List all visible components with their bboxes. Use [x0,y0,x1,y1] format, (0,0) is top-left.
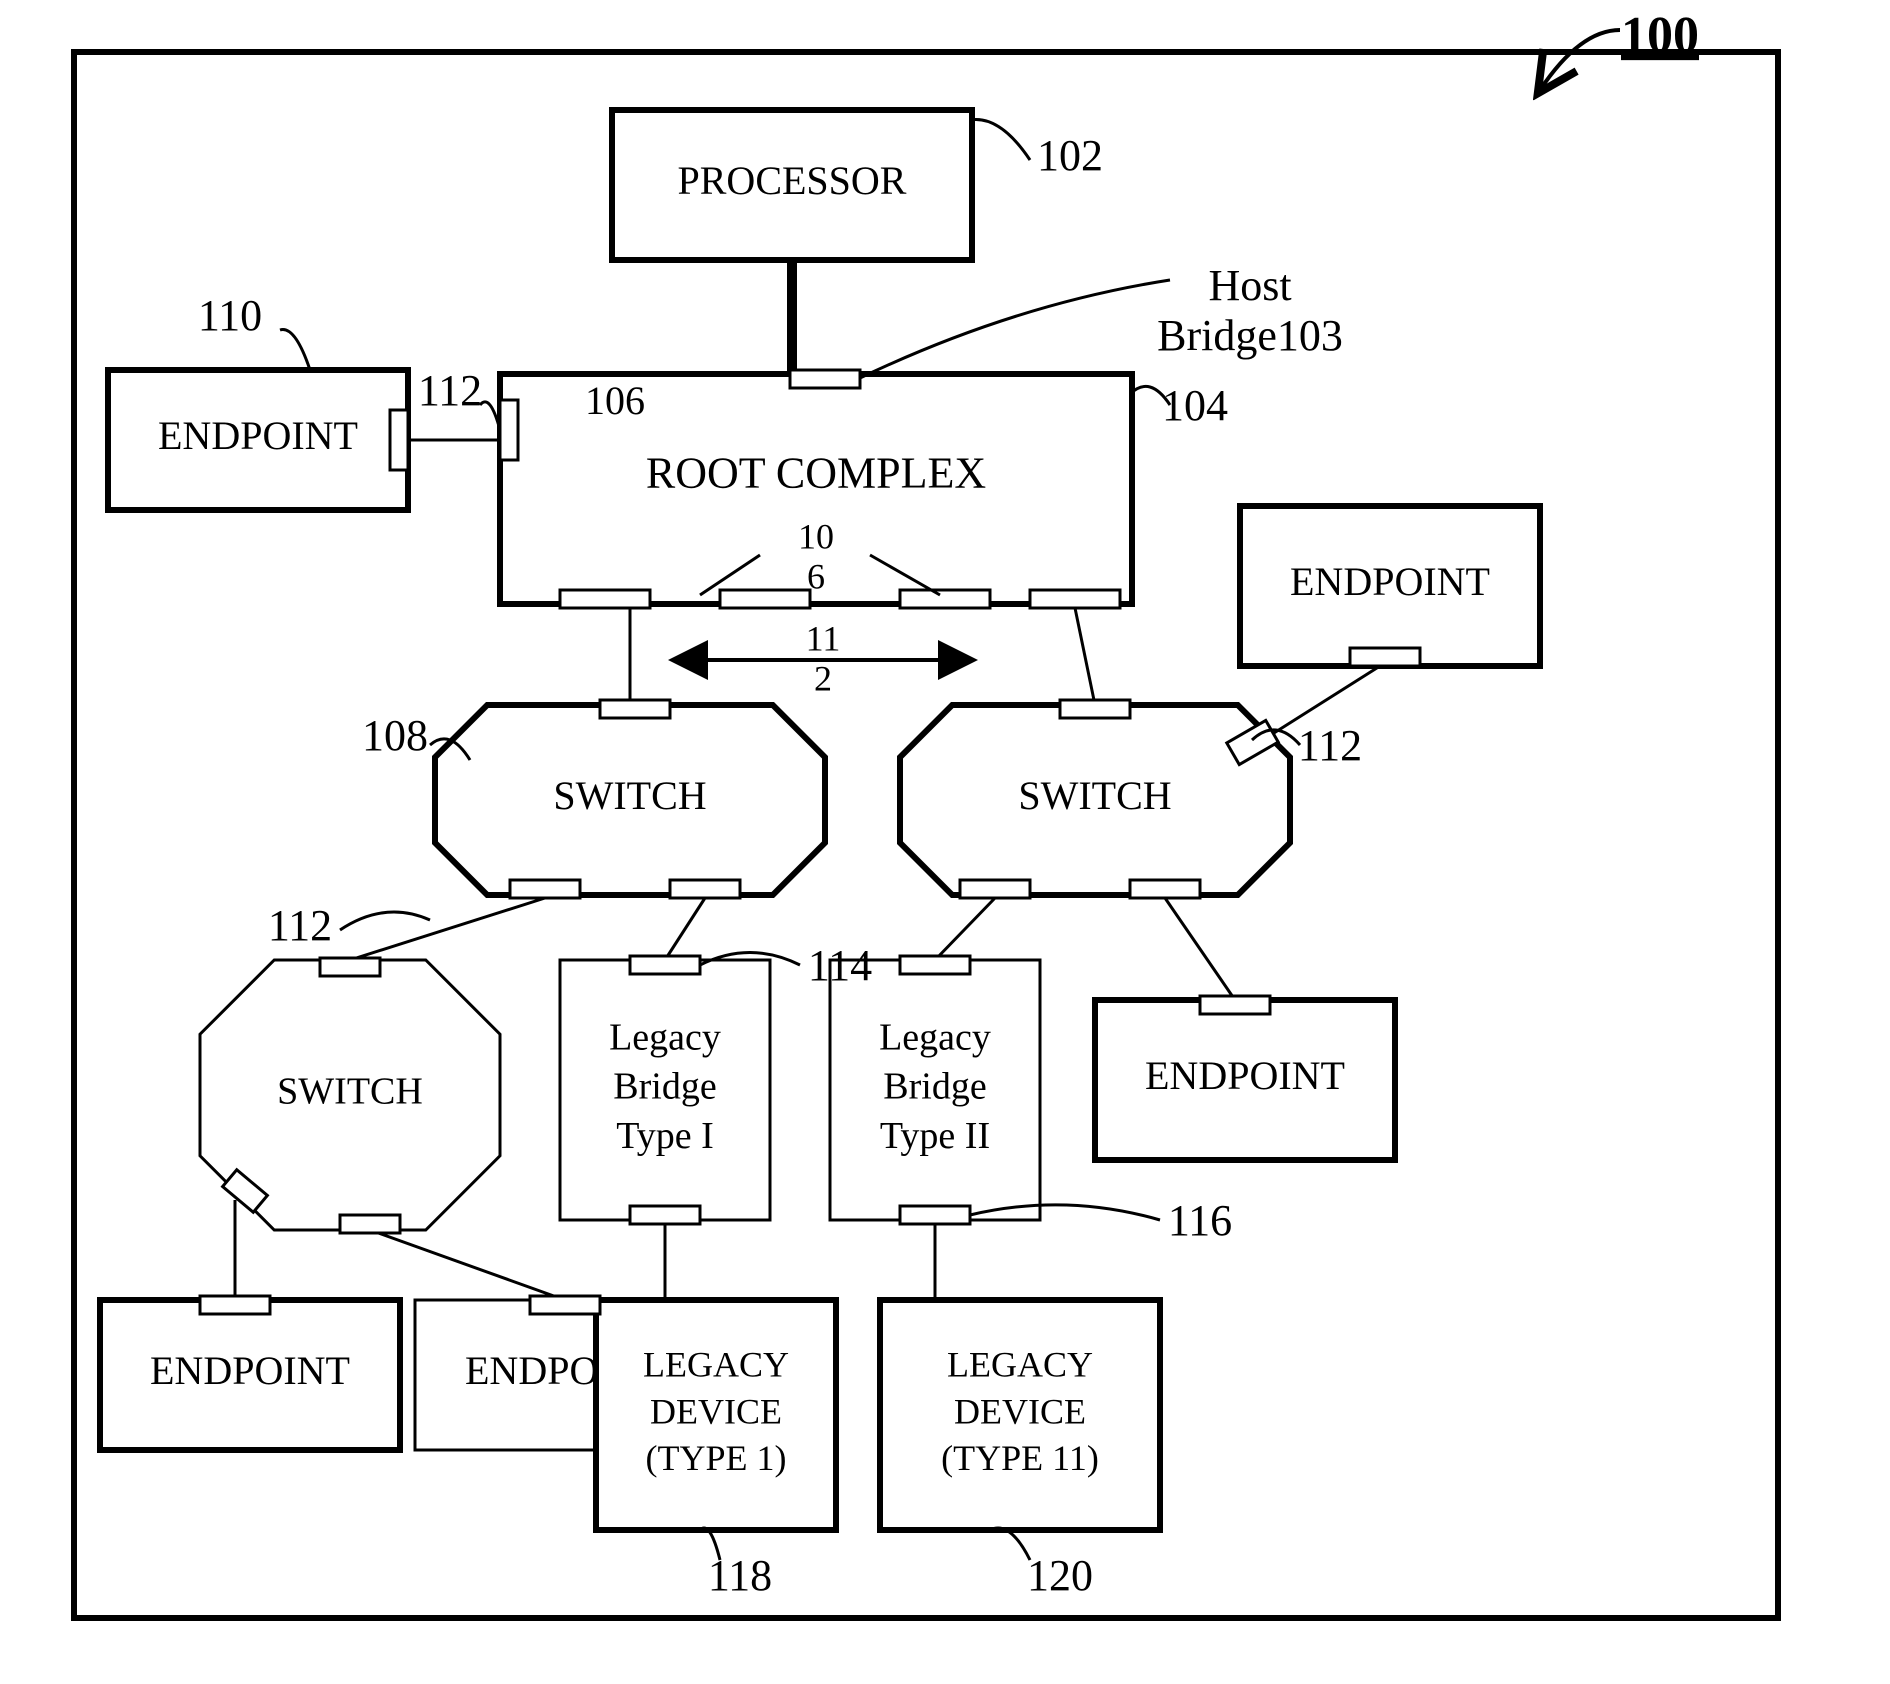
port-rect [1130,880,1200,898]
port-rect [200,1296,270,1314]
port [530,1296,600,1314]
node-label-legacy2: LEGACY [947,1344,1093,1384]
port [340,1215,400,1233]
port-rect [900,956,970,974]
port-rect [630,956,700,974]
port [960,880,1030,898]
port [790,370,860,388]
port [390,410,408,470]
port-rect [790,370,860,388]
ref-label: 110 [198,291,262,340]
node-label-legacy2: (TYPE 11) [941,1438,1099,1478]
port [630,1206,700,1224]
ref-label: Bridge103 [1157,311,1343,360]
node-label-legacy1: DEVICE [650,1391,782,1431]
port-rect [900,590,990,608]
node-label-ep_left: ENDPOINT [158,413,358,458]
port [630,956,700,974]
node-label-switch3: SWITCH [277,1071,423,1113]
leader-line [340,912,430,930]
arrow-label: 11 [806,618,841,658]
node-label-switch1: SWITCH [553,773,706,818]
port [320,958,380,976]
port-rect [340,1215,400,1233]
port-rect [1350,648,1420,666]
edge [665,898,705,960]
ref-label: 104 [1162,381,1228,430]
node-label-bridge2: Legacy [879,1016,991,1058]
port-rect [720,590,810,608]
ref-label: 102 [1037,131,1103,180]
ref-label: 118 [708,1551,772,1600]
ref-label: 112 [418,366,482,415]
leader-line [280,330,310,371]
node-label-ep_right: ENDPOINT [1145,1053,1345,1098]
port [1200,996,1270,1014]
port [900,956,970,974]
node-label-switch2: SWITCH [1018,773,1171,818]
port [900,590,990,608]
leader-line [860,280,1170,378]
node-label-legacy1: LEGACY [643,1344,789,1384]
port [1350,648,1420,666]
node-label-bridge1: Type I [616,1115,714,1157]
diagram-canvas: 112PROCESSORROOT COMPLEX106106ENDPOINTEN… [0,0,1890,1684]
node-label-bridge1: Legacy [609,1016,721,1058]
port-rect [1060,700,1130,718]
node-label-bridge1: Bridge [613,1066,716,1108]
ref-label: 112 [268,901,332,950]
port [1030,590,1120,608]
node-label-bridge2: Bridge [883,1066,986,1108]
ref-label: 100 [1621,7,1699,64]
port [600,700,670,718]
port [1060,700,1130,718]
port-rect [960,880,1030,898]
edge [935,898,995,960]
edge [1165,898,1235,1000]
node-label-processor: PROCESSOR [678,158,907,203]
port-rect [320,958,380,976]
ref-label: Host [1208,261,1291,310]
port [560,590,650,608]
port [200,1296,270,1314]
node-label-root: ROOT COMPLEX [646,449,986,498]
port-rect [670,880,740,898]
arrow-label: 2 [814,658,832,698]
ref-label: 116 [1168,1196,1232,1245]
port-rect [1200,996,1270,1014]
port-rect [630,1206,700,1224]
port-rect [560,590,650,608]
node-label-legacy2: DEVICE [954,1391,1086,1431]
port [900,1206,970,1224]
port [500,400,518,460]
ref-label: 120 [1027,1551,1093,1600]
edge [1075,608,1095,705]
edge [370,1230,565,1300]
port-rect [530,1296,600,1314]
leader-line [970,120,1030,161]
node-label-bridge2: Type II [880,1115,990,1157]
node-label-ep_bl: ENDPOINT [150,1348,350,1393]
port-rect [500,400,518,460]
extra-label: 106 [585,378,645,423]
port-rect [390,410,408,470]
extra-label: 10 [798,516,834,556]
node-label-ep_topright: ENDPOINT [1290,559,1490,604]
edge [350,898,545,960]
node-label-legacy1: (TYPE 1) [646,1438,787,1478]
port [510,880,580,898]
title-arrow [1540,30,1620,90]
ref-label: 114 [808,941,872,990]
ref-label: 108 [362,711,428,760]
port-rect [1030,590,1120,608]
port-rect [900,1206,970,1224]
port [670,880,740,898]
ref-label: 112 [1298,721,1362,770]
port-rect [510,880,580,898]
port [1130,880,1200,898]
port [720,590,810,608]
port-rect [600,700,670,718]
